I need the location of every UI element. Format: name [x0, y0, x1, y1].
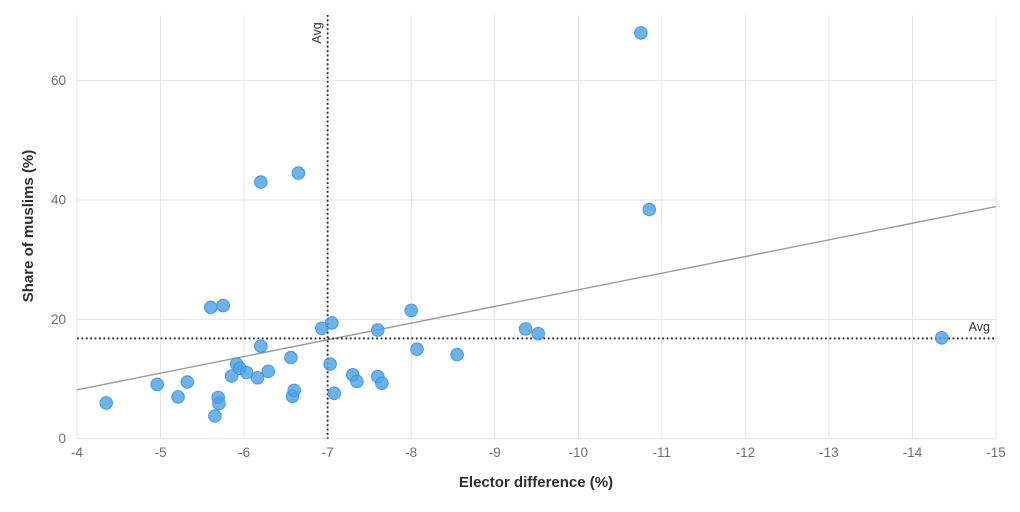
data-point[interactable]: [371, 323, 385, 337]
data-point[interactable]: [180, 375, 195, 389]
data-point[interactable]: [261, 364, 276, 379]
x-tick-label: -12: [736, 445, 756, 460]
x-tick-label: -15: [986, 445, 1006, 460]
data-point[interactable]: [250, 371, 265, 385]
y-tick-label: 60: [51, 73, 66, 88]
data-point[interactable]: [450, 347, 464, 362]
x-tick-label: -10: [569, 445, 589, 460]
trend-line: [76, 205, 997, 391]
gridlines: [76, 15, 997, 440]
data-point[interactable]: [410, 342, 424, 357]
y-tick-label: 0: [58, 431, 66, 446]
data-point[interactable]: [325, 316, 339, 330]
data-point[interactable]: [934, 331, 949, 345]
data-point[interactable]: [287, 383, 302, 398]
data-point[interactable]: [531, 326, 546, 341]
data-point[interactable]: [99, 396, 113, 410]
data-point[interactable]: [642, 202, 657, 217]
data-point[interactable]: [203, 300, 218, 315]
data-point[interactable]: [208, 409, 222, 423]
data-point[interactable]: [239, 365, 254, 380]
avg-y-label: Avg: [969, 320, 990, 334]
data-point[interactable]: [216, 298, 230, 313]
x-tick-label: -5: [155, 445, 167, 460]
y-tick-label: 20: [51, 312, 66, 327]
data-point[interactable]: [634, 26, 648, 40]
y-axis-title: Share of muslims (%): [20, 150, 37, 303]
x-tick-label: -4: [71, 445, 83, 460]
data-points: [99, 26, 949, 423]
data-point[interactable]: [212, 396, 226, 411]
y-axis-tick-labels: 0 20 40 60: [51, 73, 66, 446]
x-tick-label: -9: [489, 445, 501, 460]
data-point[interactable]: [171, 390, 185, 404]
x-tick-label: -8: [405, 445, 417, 460]
avg-x-label: Avg: [310, 22, 324, 43]
data-point[interactable]: [327, 386, 342, 401]
data-point[interactable]: [404, 303, 419, 318]
data-point[interactable]: [350, 374, 364, 389]
data-point[interactable]: [291, 166, 306, 180]
data-point[interactable]: [224, 369, 239, 383]
data-point[interactable]: [150, 377, 164, 392]
data-point[interactable]: [518, 322, 533, 336]
x-tick-label: -11: [653, 445, 672, 460]
x-axis-tick-labels: -4 -5 -6 -7 -8 -9 -10 -11 -12 -13 -14 -15: [71, 445, 1006, 460]
x-tick-label: -7: [322, 445, 334, 460]
y-tick-label: 40: [51, 192, 66, 207]
data-point[interactable]: [323, 357, 337, 371]
data-point[interactable]: [375, 376, 389, 391]
x-axis-title: Elector difference (%): [459, 474, 613, 491]
x-tick-label: -13: [819, 445, 839, 460]
data-point[interactable]: [253, 339, 268, 354]
data-point[interactable]: [284, 350, 298, 365]
x-tick-label: -6: [238, 445, 250, 460]
data-point[interactable]: [253, 175, 268, 189]
x-tick-label: -14: [903, 445, 923, 460]
